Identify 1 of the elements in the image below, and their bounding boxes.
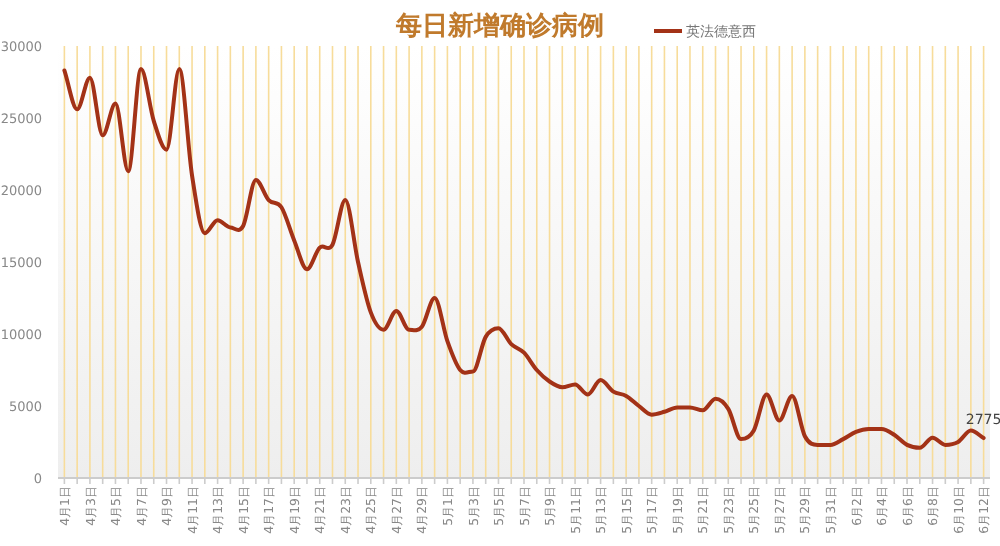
- chart-title: 每日新增确诊病例: [394, 10, 604, 42]
